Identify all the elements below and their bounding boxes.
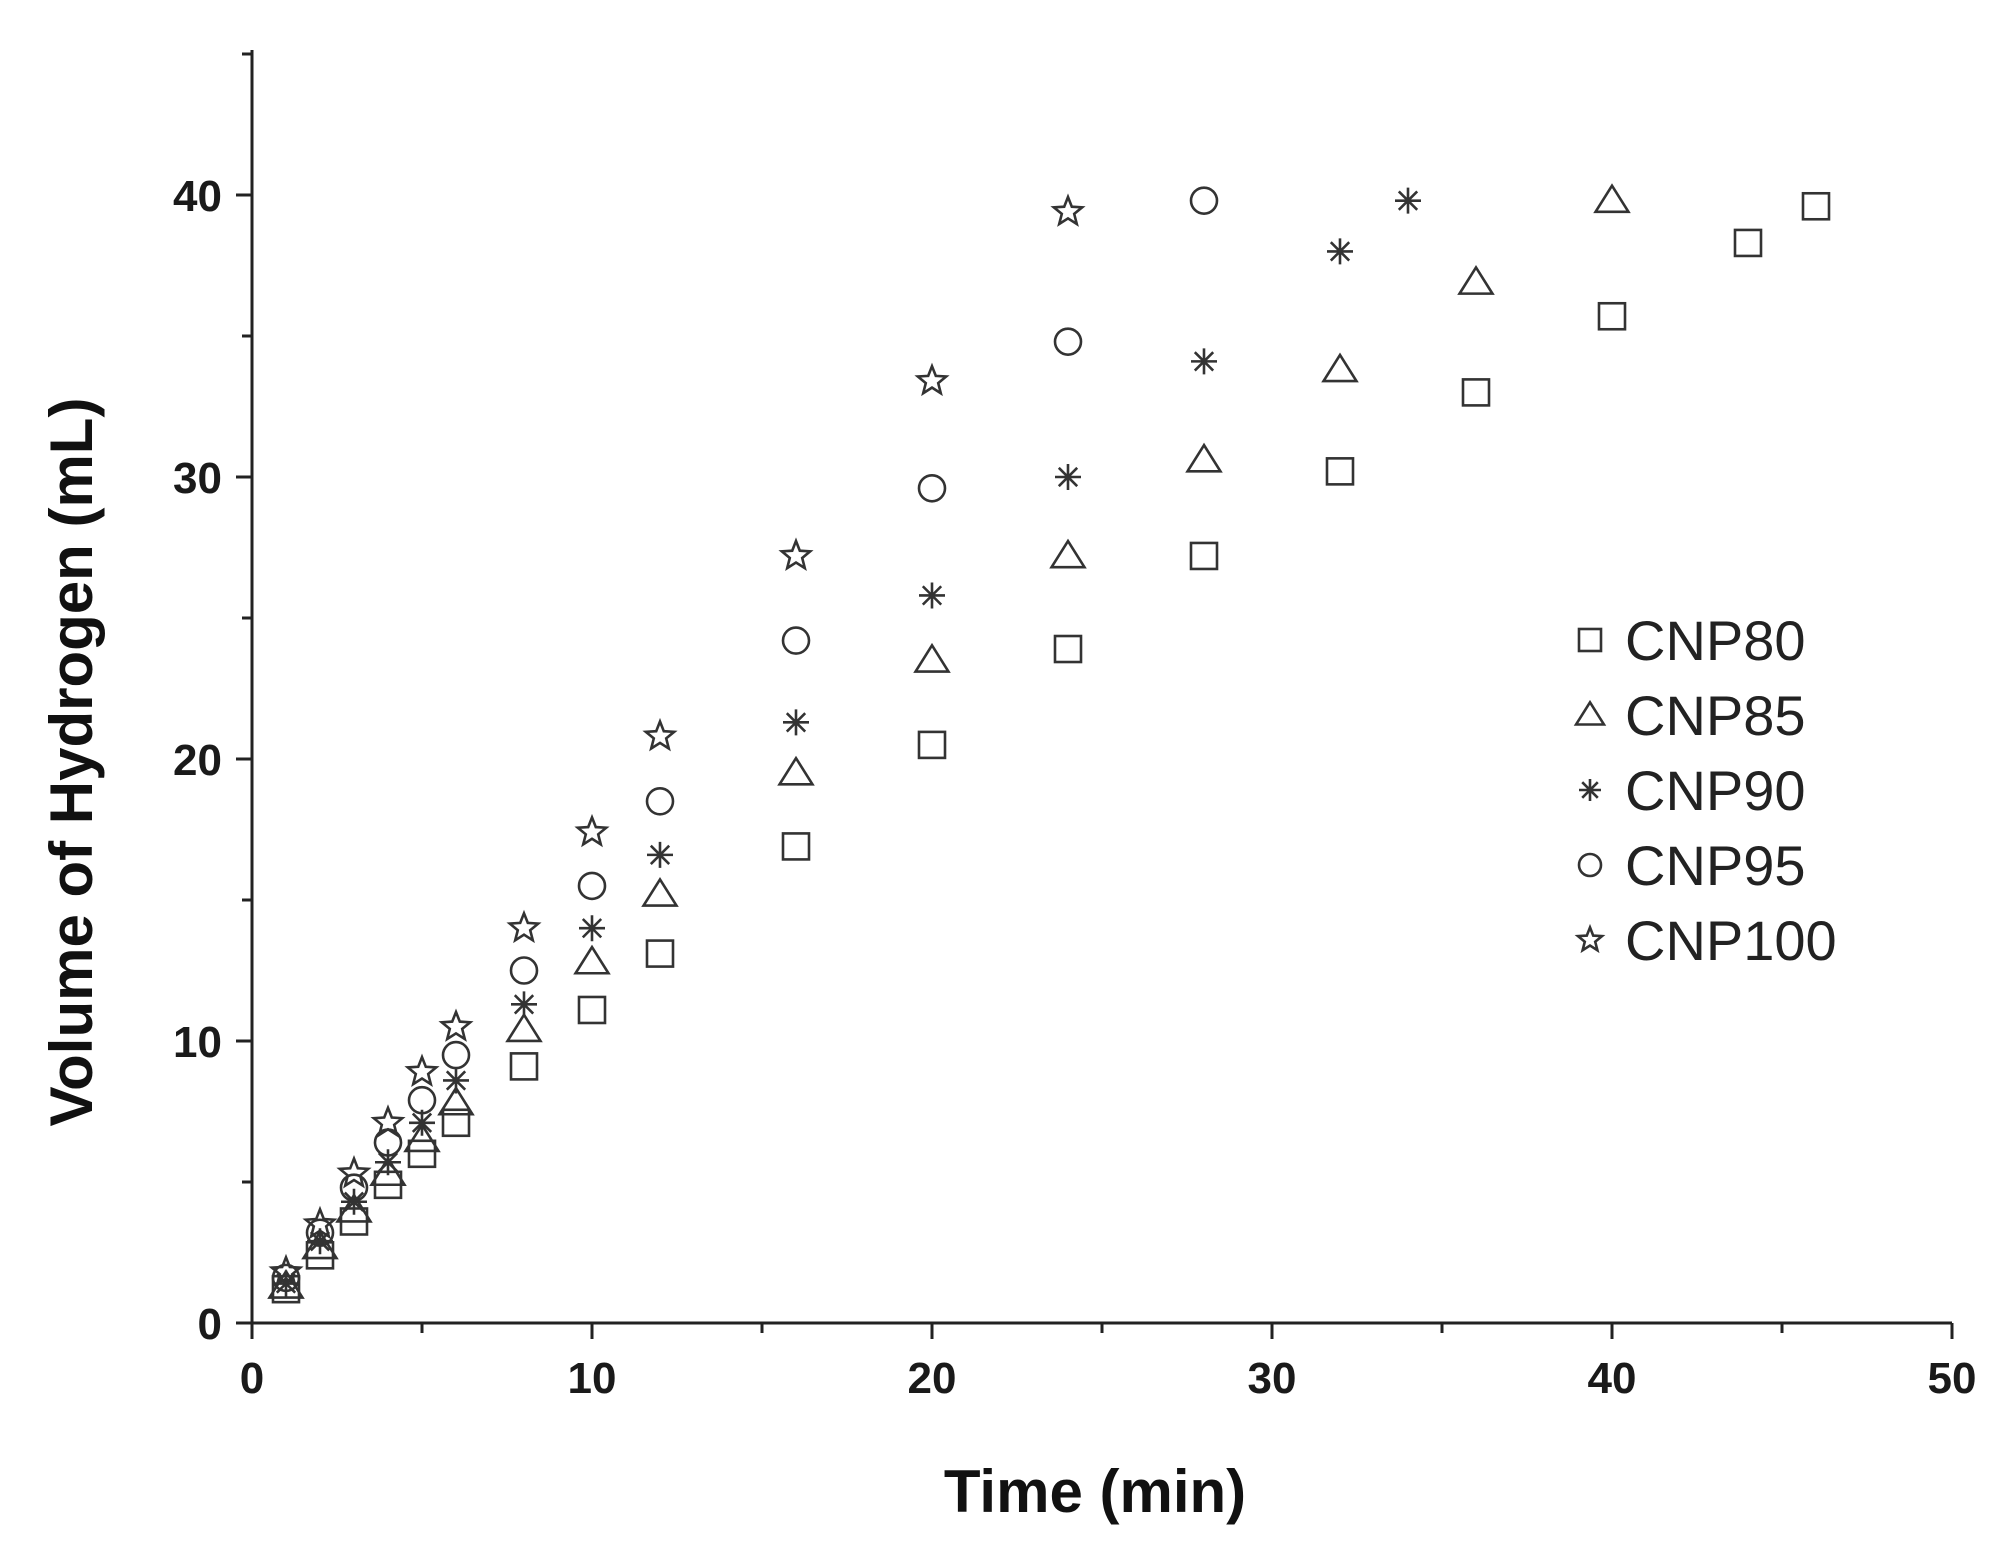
series-cnp95 [271,186,1219,1293]
data-point-cnp85 [1049,538,1087,569]
data-point-cnp90 [375,1149,401,1176]
data-point-cnp100 [268,1253,304,1288]
data-point-cnp100 [914,362,950,397]
legend-label-cnp90: CNP90 [1625,759,1806,822]
data-point-cnp90 [647,841,673,868]
data-point-cnp80 [1733,228,1763,258]
data-point-cnp100 [642,717,678,752]
data-point-cnp95 [407,1085,437,1115]
data-point-cnp95 [577,871,607,901]
data-point-cnp100 [370,1104,406,1138]
data-point-cnp90 [1395,187,1421,214]
legend-label-cnp85: CNP85 [1625,684,1806,747]
data-point-cnp80 [1053,634,1083,664]
data-point-cnp80 [1461,378,1491,407]
series-cnp100 [268,193,1086,1288]
legend-label-cnp80: CNP80 [1625,609,1806,672]
data-point-cnp85 [1321,352,1359,383]
data-point-cnp95 [1189,186,1219,215]
data-point-cnp85 [641,876,679,907]
data-point-cnp80 [509,1052,539,1081]
x-tick-label: 40 [1588,1354,1637,1403]
data-point-cnp90 [1327,238,1353,265]
data-point-cnp100 [778,537,814,571]
legend-marker-cnp90 [1579,779,1601,801]
x-tick-label: 10 [568,1354,617,1403]
x-tick-label: 20 [908,1354,957,1403]
x-axis-title: Time (min) [944,1458,1246,1525]
y-tick-label: 40 [173,172,222,221]
data-marks [267,183,1831,1304]
data-point-cnp90 [1191,348,1217,375]
data-point-cnp80 [1597,301,1627,331]
data-point-cnp95 [305,1218,335,1248]
legend-marker-cnp85 [1573,699,1607,726]
data-point-cnp90 [273,1270,299,1297]
data-point-cnp80 [645,939,675,968]
data-point-cnp85 [301,1229,339,1260]
data-point-cnp90 [579,915,605,942]
data-point-cnp95 [271,1263,301,1293]
data-point-cnp90 [511,991,537,1018]
x-tick-label: 0 [240,1354,264,1403]
data-point-cnp85 [1593,183,1631,214]
data-point-cnp85 [913,642,951,673]
y-tick-label: 10 [173,1018,222,1067]
data-point-cnp85 [1185,442,1223,473]
legend-label-cnp100: CNP100 [1625,909,1837,972]
data-point-cnp85 [1457,265,1495,295]
data-point-cnp90 [409,1109,435,1136]
legend-marker-cnp100 [1574,923,1606,954]
data-point-cnp95 [339,1173,369,1202]
data-point-cnp100 [506,909,542,944]
legend: CNP80 CNP85 CNP90 CNP95 CNP100 [1573,609,1837,972]
series-cnp85 [267,183,1631,1299]
y-tick-label: 0 [198,1300,222,1349]
data-point-cnp80 [441,1108,471,1138]
series-cnp90 [273,187,1421,1297]
data-point-cnp100 [336,1155,372,1189]
data-point-cnp95 [1053,327,1083,356]
data-point-cnp80 [407,1139,437,1169]
data-point-cnp90 [919,582,945,609]
x-tick-label: 50 [1928,1354,1977,1403]
data-point-cnp90 [443,1067,469,1094]
data-point-cnp80 [1325,457,1355,486]
data-point-cnp85 [505,1012,543,1043]
data-point-cnp95 [645,786,675,816]
data-point-cnp100 [438,1008,474,1042]
data-point-cnp90 [783,709,809,736]
y-tick-label: 20 [173,736,222,785]
data-point-cnp80 [781,832,811,861]
data-point-cnp90 [1055,464,1081,490]
legend-marker-cnp80 [1577,627,1603,653]
axes: 0 10 20 30 40 50 0 10 20 30 40 [173,50,1976,1403]
data-point-cnp85 [573,944,611,975]
data-point-cnp95 [509,956,539,985]
x-tick-label: 30 [1248,1354,1297,1403]
data-point-cnp80 [1189,541,1219,571]
series-cnp80 [271,191,1831,1304]
data-point-cnp100 [404,1053,440,1087]
data-point-cnp100 [302,1205,338,1240]
data-point-cnp95 [781,626,811,655]
y-tick-label: 30 [173,454,222,503]
data-point-cnp80 [1801,191,1831,221]
data-point-cnp85 [403,1122,441,1153]
data-point-cnp95 [917,473,947,503]
data-point-cnp85 [437,1085,475,1116]
data-point-cnp100 [574,813,610,848]
data-point-cnp95 [441,1040,471,1070]
legend-label-cnp95: CNP95 [1625,834,1806,897]
legend-marker-cnp95 [1577,852,1603,878]
data-point-cnp85 [777,755,815,786]
data-point-cnp90 [307,1228,333,1255]
y-axis-title: Volume of Hydrogen (mL) [38,398,105,1127]
data-point-cnp80 [917,730,947,760]
data-point-cnp80 [577,995,607,1025]
data-point-cnp100 [1050,193,1086,227]
